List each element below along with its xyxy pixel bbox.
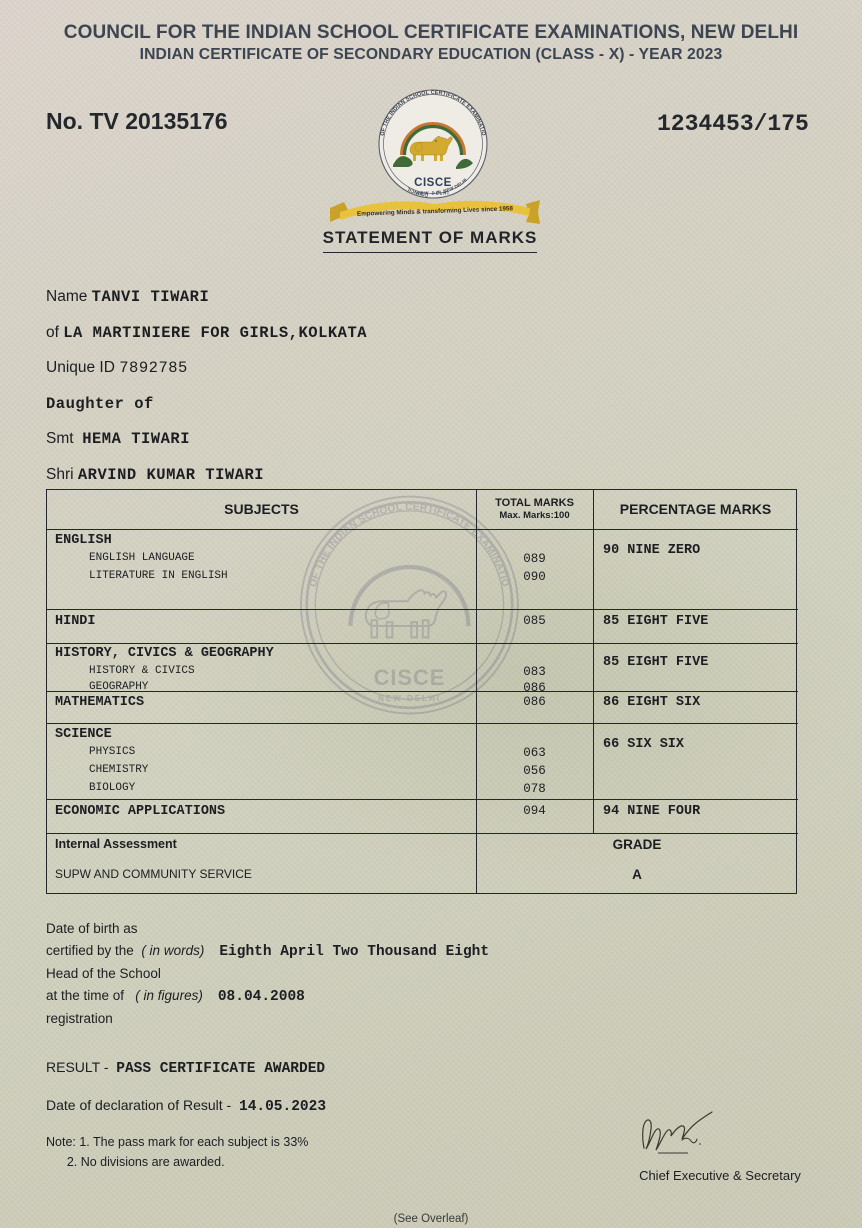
svg-text:NEW DELHI: NEW DELHI: [416, 191, 449, 196]
svg-text:CISCE: CISCE: [414, 177, 452, 189]
